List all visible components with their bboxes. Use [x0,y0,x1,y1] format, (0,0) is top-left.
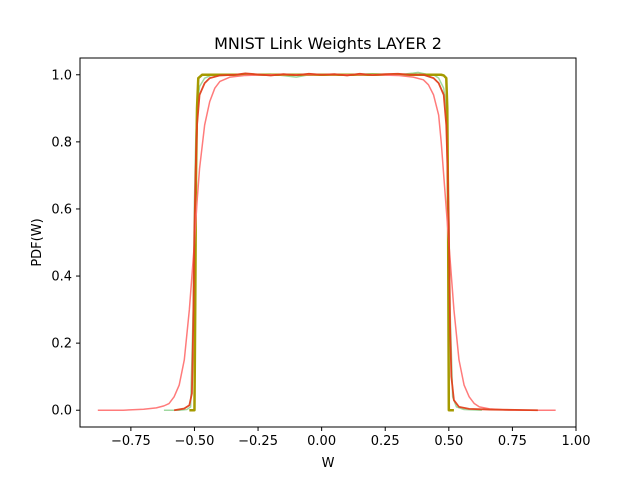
y-tick-label: 0.0 [51,404,72,419]
x-tick-label: 0.75 [498,434,527,449]
series-line-2 [189,73,454,412]
axes-frame [79,57,577,428]
chart-title: MNIST Link Weights LAYER 2 [214,34,442,53]
y-tick-label: 0.2 [51,337,72,352]
series-line-3 [97,74,556,411]
x-tick-label: −0.50 [175,434,215,449]
plot-lines [97,71,556,412]
y-tick-label: 0.8 [51,135,72,150]
y-axis-label: PDF(W) [30,218,45,266]
y-tick-label: 1.0 [51,68,72,83]
x-tick-label: −0.75 [111,434,151,449]
x-tick-label: 0.50 [434,434,463,449]
x-axis-ticks: −0.75 −0.50 −0.25 0.00 0.25 0.50 0.75 1.00 [111,427,591,449]
y-tick-label: 0.4 [51,270,72,285]
x-axis-label: W [322,456,335,471]
y-axis-ticks: 0.0 0.2 0.4 0.6 0.8 1.0 [51,68,80,419]
x-tick-label: 1.00 [562,434,591,449]
x-tick-label: 0.25 [371,434,400,449]
x-tick-label: 0.00 [307,434,336,449]
x-tick-label: −0.25 [238,434,278,449]
y-tick-label: 0.6 [51,202,72,217]
series-line-4 [173,72,538,412]
series-line-1 [163,71,482,411]
